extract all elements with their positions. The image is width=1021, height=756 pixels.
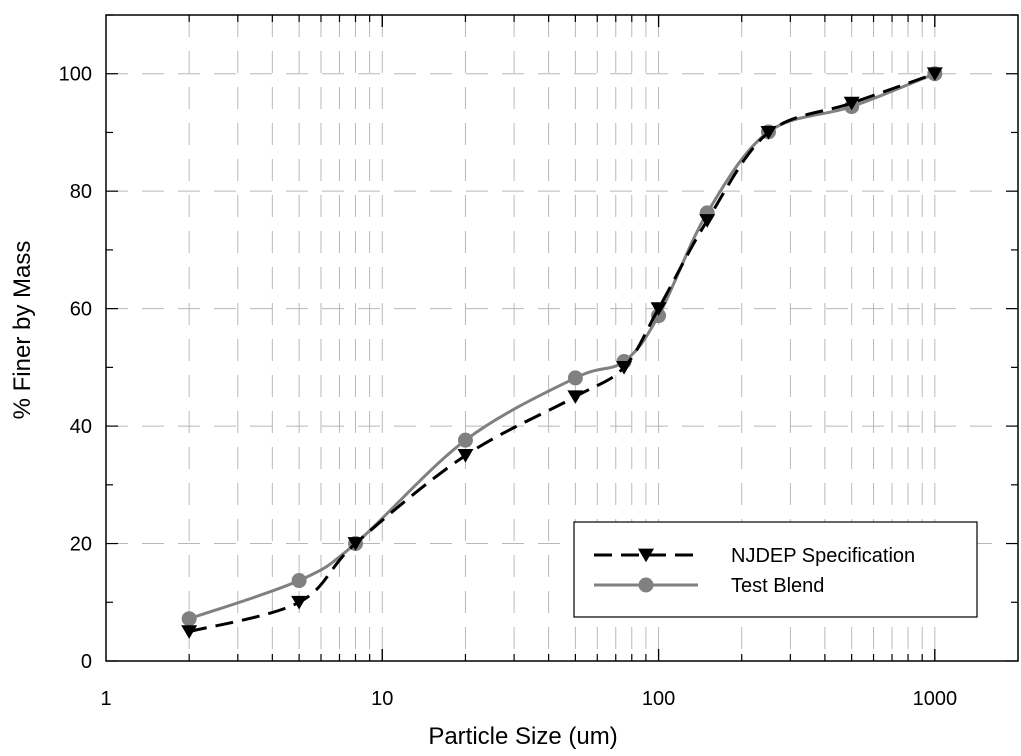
y-tick-label: 40 — [70, 416, 92, 438]
data-point — [699, 214, 716, 228]
data-point — [347, 537, 364, 551]
data-point — [457, 449, 474, 463]
y-tick-label: 60 — [70, 299, 92, 321]
legend-entry: NJDEP Specification — [594, 545, 915, 567]
data-point — [181, 611, 197, 627]
x-tick-label: 100 — [642, 688, 675, 710]
data-point — [616, 360, 633, 375]
tick-labels: 1 10 100 1000 0 20 40 60 80 100 — [59, 64, 957, 710]
x-tick-label: 10 — [371, 688, 393, 710]
y-tick-label: 80 — [70, 181, 92, 203]
x-axis-title: Particle Size (um) — [428, 723, 617, 750]
data-point — [567, 370, 583, 386]
legend-marker — [638, 577, 654, 593]
data-point — [181, 625, 198, 639]
x-tick-label: 1 — [100, 688, 111, 710]
data-point — [843, 96, 860, 111]
data-point — [926, 67, 943, 81]
y-tick-label: 20 — [70, 534, 92, 556]
data-point — [291, 595, 308, 610]
legend-label: NJDEP Specification — [731, 545, 915, 567]
data-point — [650, 302, 667, 316]
legend: NJDEP Specification Test Blend — [573, 521, 978, 618]
data-point — [567, 390, 584, 404]
y-axis-title: % Finer by Mass — [9, 241, 36, 420]
legend-box — [573, 521, 978, 618]
data-point — [457, 432, 473, 448]
plot-frame — [105, 14, 1019, 662]
legend-marker — [638, 548, 654, 563]
series-layer — [181, 66, 943, 639]
data-point — [291, 573, 307, 589]
y-tick-label: 0 — [81, 651, 92, 673]
legend-entry: Test Blend — [594, 575, 824, 597]
series-njdep-specification — [181, 67, 943, 639]
y-tick-label: 100 — [59, 64, 92, 86]
legend-label: Test Blend — [731, 575, 824, 597]
axes — [105, 14, 1019, 662]
x-tick-label: 1000 — [913, 688, 958, 710]
data-point — [760, 126, 777, 140]
tick-marks — [106, 14, 1018, 662]
legend-entries: NJDEP Specification Test Blend — [594, 545, 915, 597]
